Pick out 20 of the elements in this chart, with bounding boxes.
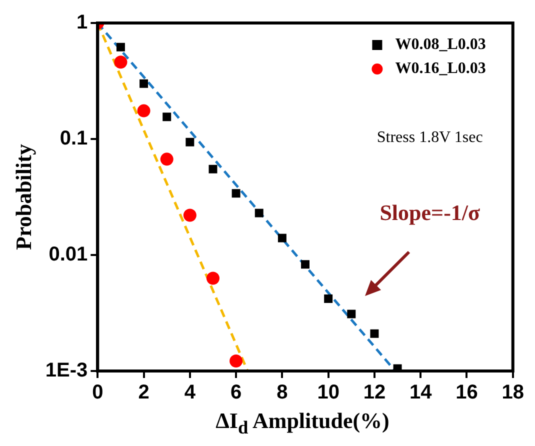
y-tick-label: 0.1 xyxy=(60,128,88,150)
legend-label: W0.08_L0.03 xyxy=(395,36,486,54)
y-tick-label: 1E-3 xyxy=(45,360,88,382)
x-tick-label: 18 xyxy=(502,382,524,404)
x-tick-label: 14 xyxy=(409,382,433,404)
legend-label: W0.16_L0.03 xyxy=(395,60,486,78)
x-tick-label: 10 xyxy=(317,382,340,404)
x-tick-label: 2 xyxy=(138,382,150,404)
x-tick-label: 16 xyxy=(456,382,478,404)
y-axis-title: Probability xyxy=(10,144,36,250)
x-tick-label: 8 xyxy=(276,382,288,404)
x-tick-label: 4 xyxy=(184,382,196,404)
x-axis-title: ΔI$_{d}$ Amplitude(%) xyxy=(214,408,390,438)
x-tick-label: 12 xyxy=(363,382,386,404)
annotation: Slope=-1/σ xyxy=(380,200,480,226)
annotation: Stress 1.8V 1sec xyxy=(376,129,483,146)
y-tick-label: 1 xyxy=(76,12,88,34)
x-tick-label: 6 xyxy=(230,382,242,404)
x-tick-label: 0 xyxy=(92,382,104,404)
y-tick-label: 0.01 xyxy=(48,244,88,266)
